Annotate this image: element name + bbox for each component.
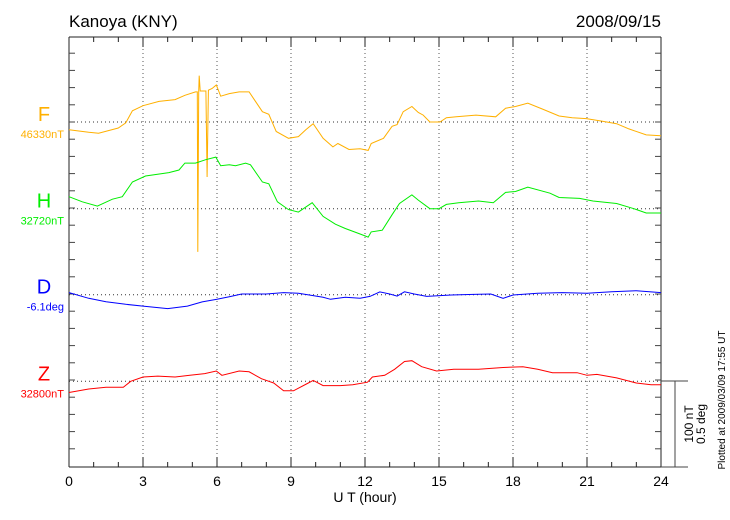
chart-title: Kanoya (KNY) (69, 12, 178, 31)
series-name-H: H (37, 191, 51, 213)
scale-deg-label: 0.5 deg (694, 404, 708, 444)
scale-nt-label: 100 nT (682, 405, 696, 443)
axes (68, 36, 662, 468)
series-baseline-D: -6.1deg (27, 302, 64, 314)
x-tick-label: 12 (357, 473, 373, 489)
x-tick-label: 24 (653, 473, 669, 489)
plotted-at-footer: Plotted at 2009/03/09 17:55 UT (717, 331, 728, 470)
scale-bar: 100 nT 0.5 deg (661, 380, 708, 468)
grid (69, 37, 661, 467)
series-line-D (68, 290, 662, 310)
x-axis-label: U T (hour) (333, 489, 396, 505)
series-name-F: F (38, 104, 50, 126)
series-name-Z: Z (38, 363, 50, 385)
x-tick-label: 9 (287, 473, 295, 489)
x-tick-label: 0 (65, 473, 73, 489)
series-baseline-F: 46330nT (21, 129, 65, 141)
series-line-Z (68, 360, 661, 393)
series-baseline-Z: 32800nT (21, 388, 65, 400)
series-baseline-H: 32720nT (21, 216, 65, 228)
series-line-H (68, 156, 661, 238)
series-group (68, 75, 662, 393)
x-tick-labels: 0 3 6 9 12 15 18 21 24 (65, 473, 669, 489)
series-labels: F 46330nT H 32720nT D -6.1deg Z 32800nT (21, 104, 65, 400)
chart-date: 2008/09/15 (576, 12, 661, 31)
x-tick-label: 3 (139, 473, 147, 489)
x-tick-label: 21 (579, 473, 595, 489)
x-tick-label: 15 (431, 473, 447, 489)
series-line-F (68, 75, 662, 252)
x-tick-label: 6 (213, 473, 221, 489)
x-tick-label: 18 (505, 473, 521, 489)
series-name-D: D (37, 277, 51, 299)
